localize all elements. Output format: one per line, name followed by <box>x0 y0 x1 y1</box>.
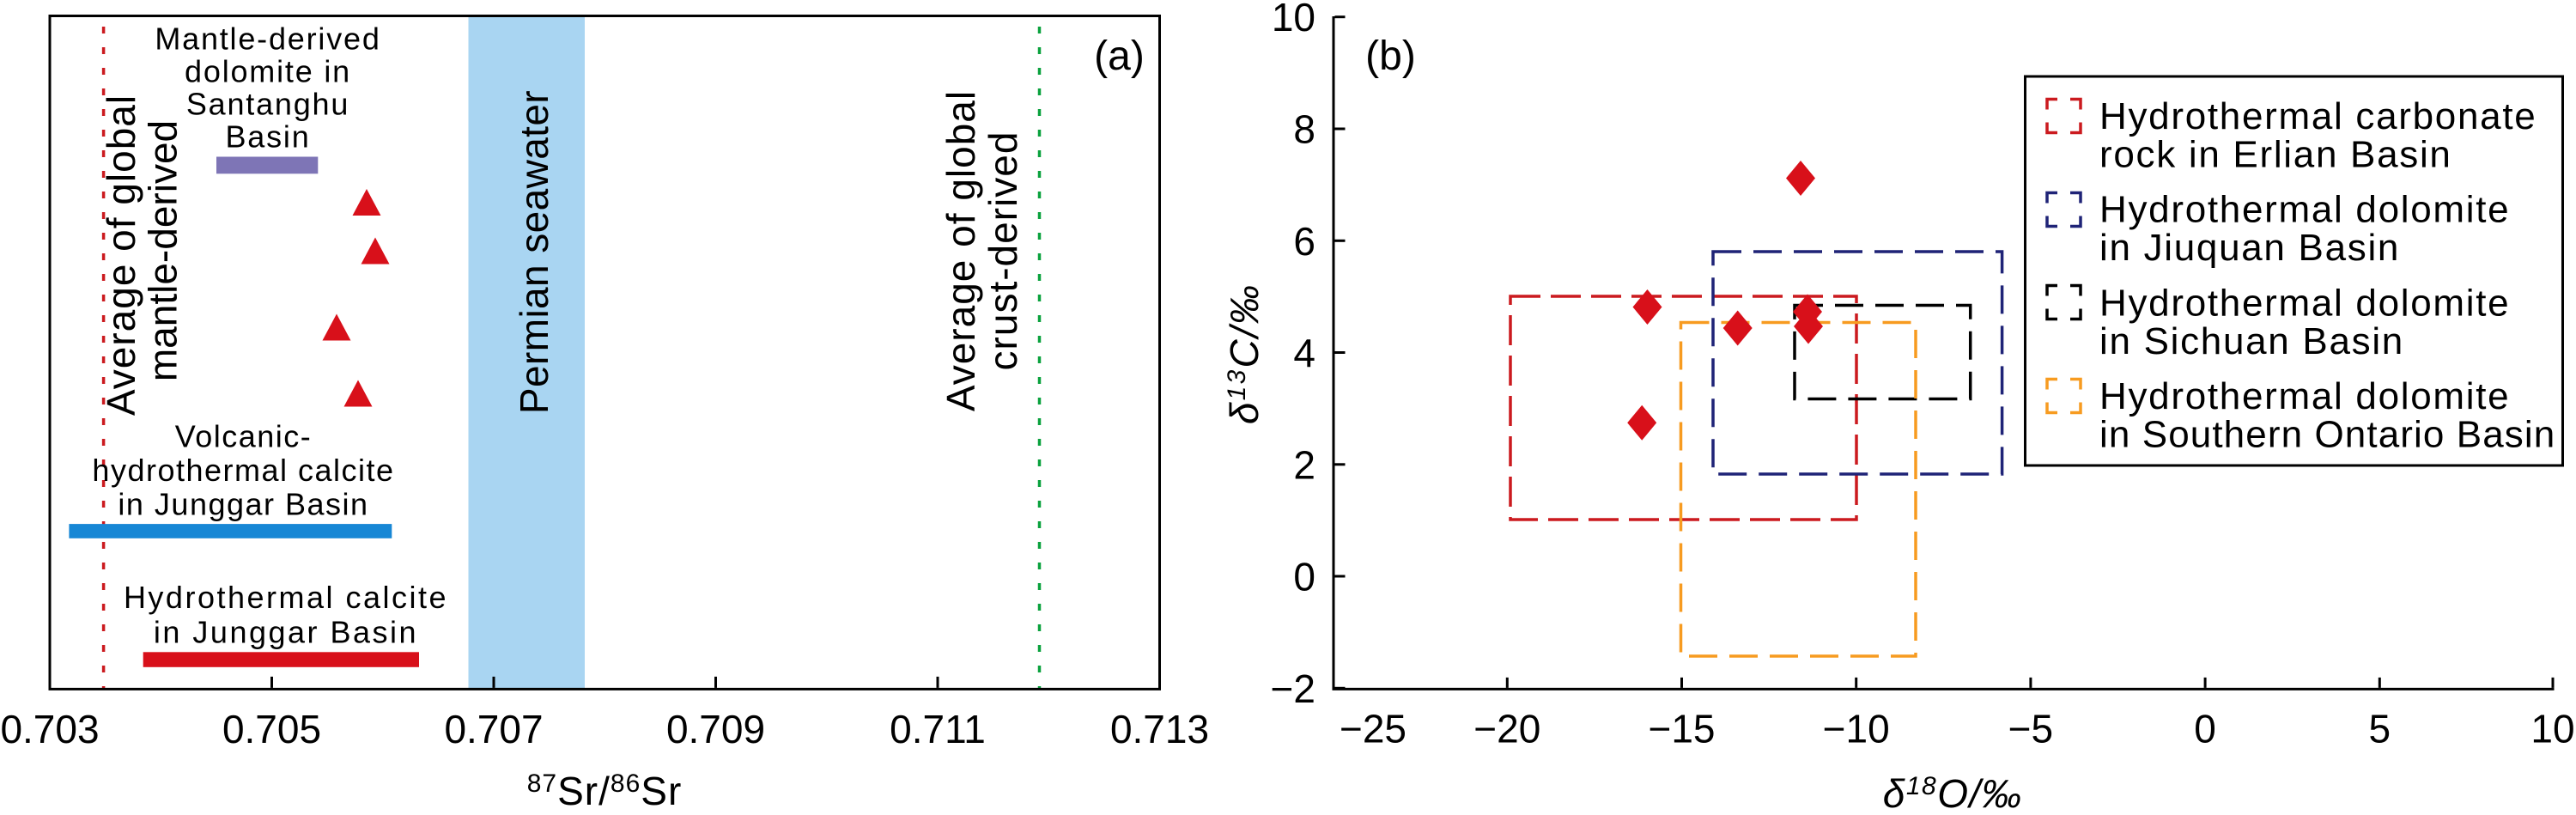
svg-text:0.707: 0.707 <box>444 707 543 751</box>
svg-text:87Sr/86Sr: 87Sr/86Sr <box>527 769 683 813</box>
svg-text:6: 6 <box>1293 219 1315 264</box>
svg-text:(a): (a) <box>1094 33 1145 79</box>
svg-text:−2: −2 <box>1271 666 1315 711</box>
svg-text:in Junggar Basin: in Junggar Basin <box>118 487 368 522</box>
svg-text:Average of global: Average of global <box>939 90 983 411</box>
svg-text:5: 5 <box>2369 707 2391 751</box>
svg-text:0.711: 0.711 <box>890 707 986 751</box>
svg-text:Permian seawater: Permian seawater <box>512 90 556 414</box>
svg-text:Basin: Basin <box>225 119 310 155</box>
svg-text:Hydrothermal carbonate: Hydrothermal carbonate <box>2099 95 2537 137</box>
svg-text:rock in Erlian Basin: rock in Erlian Basin <box>2099 134 2452 176</box>
svg-text:δ18O/‰: δ18O/‰ <box>1883 771 2023 815</box>
svg-text:Mantle-derived: Mantle-derived <box>155 21 380 57</box>
svg-text:4: 4 <box>1293 331 1315 375</box>
svg-text:dolomite in: dolomite in <box>185 54 351 89</box>
svg-text:in Southern Ontario Basin: in Southern Ontario Basin <box>2099 414 2555 456</box>
svg-text:0.703: 0.703 <box>0 707 99 751</box>
svg-text:Hydrothermal dolomite: Hydrothermal dolomite <box>2099 375 2510 417</box>
svg-text:−5: −5 <box>2008 707 2053 751</box>
svg-text:0.713: 0.713 <box>1110 707 1209 751</box>
svg-text:−15: −15 <box>1648 707 1715 751</box>
svg-text:Hydrothermal dolomite: Hydrothermal dolomite <box>2099 189 2510 231</box>
svg-text:in Junggar Basin: in Junggar Basin <box>154 615 418 650</box>
svg-text:hydrothermal calcite: hydrothermal calcite <box>92 453 394 488</box>
svg-text:mantle-derived: mantle-derived <box>141 120 185 381</box>
svg-text:−25: −25 <box>1340 707 1406 751</box>
svg-text:Hydrothermal calcite: Hydrothermal calcite <box>124 580 448 615</box>
svg-text:−20: −20 <box>1473 707 1540 751</box>
svg-text:0: 0 <box>1293 555 1315 599</box>
svg-text:δ13C/‰: δ13C/‰ <box>1222 283 1267 424</box>
svg-text:Average of global: Average of global <box>99 94 143 416</box>
svg-text:in Jiuquan Basin: in Jiuquan Basin <box>2099 227 2400 269</box>
svg-text:0: 0 <box>2194 707 2216 751</box>
svg-text:Santanghu: Santanghu <box>186 87 349 122</box>
svg-text:2: 2 <box>1293 442 1315 487</box>
svg-text:crust-derived: crust-derived <box>981 131 1025 371</box>
svg-text:(b): (b) <box>1365 33 1416 79</box>
svg-text:−10: −10 <box>1823 707 1890 751</box>
svg-text:0.709: 0.709 <box>666 707 765 751</box>
svg-text:0.705: 0.705 <box>222 707 321 751</box>
svg-text:in Sichuan Basin: in Sichuan Basin <box>2099 320 2404 362</box>
svg-text:10: 10 <box>2530 707 2574 751</box>
svg-text:Hydrothermal dolomite: Hydrothermal dolomite <box>2099 282 2510 324</box>
svg-text:Volcanic-: Volcanic- <box>175 419 313 454</box>
svg-text:10: 10 <box>1272 0 1315 40</box>
svg-text:8: 8 <box>1293 107 1315 152</box>
